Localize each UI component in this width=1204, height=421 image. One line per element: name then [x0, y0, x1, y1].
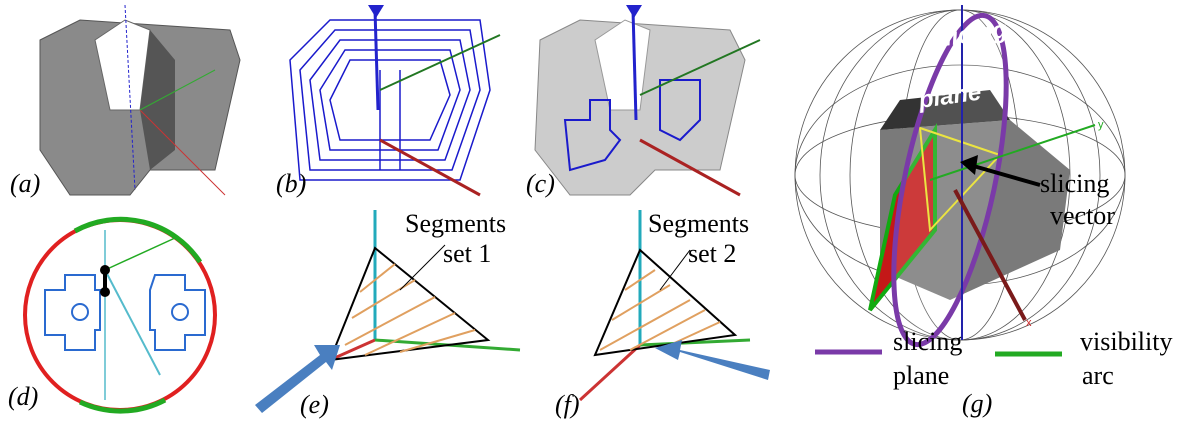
axis: [375, 10, 378, 110]
legend-label: arc: [1082, 361, 1114, 390]
panel-label: (b): [276, 169, 306, 198]
panel-label: (d): [8, 382, 38, 411]
panel-label: (g): [962, 389, 992, 418]
panel-label: (e): [300, 390, 329, 419]
panel-d-view: [25, 219, 215, 411]
panel-label: (c): [526, 169, 555, 198]
panel-label: (a): [10, 169, 40, 198]
legend-label: visibility: [1080, 327, 1172, 356]
annotation: Segments: [648, 209, 749, 238]
axis-arrow: [626, 5, 642, 18]
annotation: Segments: [405, 209, 506, 238]
legend-label: slicing: [893, 327, 962, 356]
axis-label: x: [1026, 317, 1032, 329]
vector-label: vector: [1050, 201, 1115, 230]
axis: [380, 140, 480, 195]
axis-arrow: [368, 5, 384, 18]
panel-a-model: [40, 5, 240, 195]
legend-label: plane: [893, 361, 949, 390]
vector-label: slicing: [1040, 169, 1109, 198]
figure: (a) (b) (c) (d): [0, 0, 1204, 421]
axis: [380, 35, 500, 90]
panel-label: (f): [555, 390, 580, 419]
panel-c-model: [535, 20, 745, 195]
annotation: set 2: [688, 239, 736, 268]
panel-b-slices: [290, 20, 490, 180]
axis-label: y: [1098, 119, 1104, 131]
annotation: set 1: [443, 239, 491, 268]
panel-f-diagram: [580, 210, 770, 400]
